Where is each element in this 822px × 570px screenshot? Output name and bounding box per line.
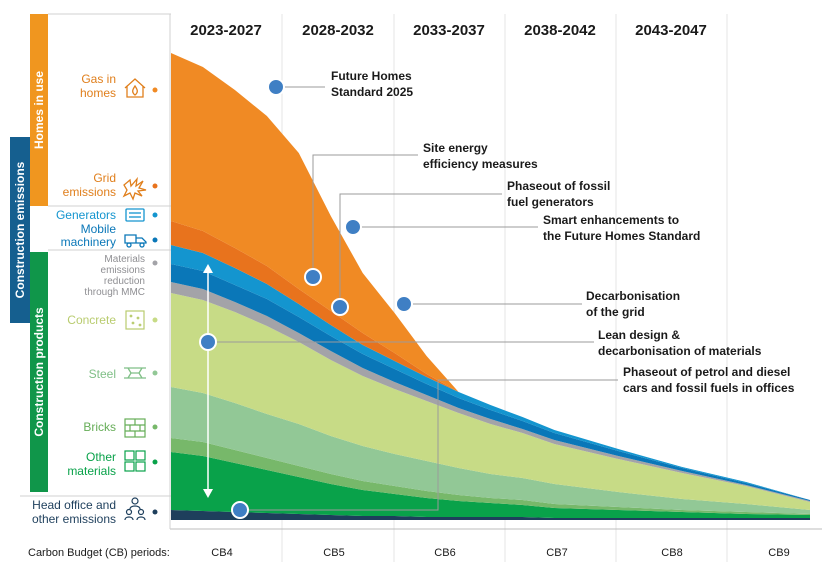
leader-petrol xyxy=(240,379,618,511)
cb-label: CB7 xyxy=(546,547,567,559)
concrete-label: Concrete xyxy=(67,313,116,327)
cb-label: CB8 xyxy=(661,547,682,559)
mobile-machinery-area xyxy=(171,264,810,501)
construction-emissions-bar xyxy=(10,137,30,323)
concrete-area xyxy=(171,293,810,510)
legend-dots xyxy=(152,87,158,515)
homes-bar xyxy=(30,14,48,206)
annotation-grid: Decarbonisation of the grid xyxy=(586,289,680,319)
concrete-block-icon xyxy=(125,310,145,330)
power-burst-icon xyxy=(122,176,147,201)
side-bars: Homes in use Construction emissions Cons… xyxy=(10,14,48,492)
period-label: 2043-2047 xyxy=(635,22,707,39)
marker-fossil[interactable] xyxy=(331,298,349,316)
annotation-site: Site energy efficiency measures xyxy=(423,141,538,171)
period-label: 2033-2037 xyxy=(413,22,485,39)
row-icons xyxy=(122,78,147,521)
period-label: 2028-2032 xyxy=(302,22,374,39)
marker-grid[interactable] xyxy=(395,295,413,313)
cb-label: CB6 xyxy=(434,547,455,559)
concrete-legend-dot xyxy=(152,317,158,323)
stacked-areas xyxy=(171,53,810,520)
gas-legend-dot xyxy=(152,87,158,93)
mmc-legend-dot xyxy=(152,260,158,266)
row-labels: Gas in homes Grid emissions Generators Mob… xyxy=(32,72,145,526)
people-icon xyxy=(124,497,146,521)
annotation-labels: Future Homes Standard 2025 Site energy eff… xyxy=(331,69,795,395)
mobile-legend-dot xyxy=(152,237,158,243)
head-office-area xyxy=(171,510,810,520)
leader-site xyxy=(312,154,418,277)
generators-label: Generators xyxy=(56,208,116,222)
homes-in-use-label: Homes in use xyxy=(32,71,46,149)
leader-fossil xyxy=(339,193,502,307)
period-label: 2023-2027 xyxy=(190,22,262,39)
steel-beam-icon xyxy=(124,367,146,379)
cb-label: CB9 xyxy=(768,547,789,559)
marker-petrol[interactable] xyxy=(231,501,249,519)
marker-lean[interactable] xyxy=(199,333,217,351)
grid-emissions-area xyxy=(171,221,810,500)
marker-site[interactable] xyxy=(304,268,322,286)
head-label: Head office and other emissions xyxy=(32,498,116,526)
annotation-lean: Lean design & decarbonisation of material… xyxy=(598,328,762,358)
mmc-label: Materials emissions reduction through MMC xyxy=(84,254,145,298)
construction-products-label: Construction products xyxy=(32,307,46,437)
gas-label: Gas in homes xyxy=(80,72,116,100)
head-legend-dot xyxy=(152,509,158,515)
mmc-area xyxy=(171,282,810,502)
range-arrow xyxy=(203,264,213,498)
marker-smart[interactable] xyxy=(344,218,362,236)
cb-row-label: Carbon Budget (CB) periods: xyxy=(28,547,170,559)
generators-area xyxy=(171,245,810,500)
gas-in-homes-area xyxy=(171,53,810,500)
grid-legend-dot xyxy=(152,183,158,189)
bricks-area xyxy=(171,438,810,515)
period-headings: 2023-2027 2028-2032 2033-2037 2038-2042 … xyxy=(190,22,707,39)
annotation-markers xyxy=(199,78,413,519)
cb-label: CB5 xyxy=(323,547,344,559)
generator-icon xyxy=(125,208,145,222)
steel-area xyxy=(171,387,810,514)
annotation-smart: Smart enhancements to the Future Homes St… xyxy=(543,213,700,243)
bricks-label: Bricks xyxy=(83,420,116,434)
other-materials-area xyxy=(171,452,810,518)
annotation-fhs2025: Future Homes Standard 2025 xyxy=(331,69,413,99)
period-label: 2038-2042 xyxy=(524,22,596,39)
house-flame-icon xyxy=(124,78,146,98)
materials-icon xyxy=(124,450,146,472)
brick-wall-icon xyxy=(124,418,146,438)
other-legend-dot xyxy=(152,459,158,465)
legend-panel xyxy=(20,13,171,529)
annotation-leaders xyxy=(208,86,618,511)
steel-legend-dot xyxy=(152,370,158,376)
construction-products-bar xyxy=(30,252,48,492)
annotation-fossil: Phaseout of fossil fuel generators xyxy=(507,179,610,209)
truck-icon xyxy=(124,234,147,248)
generators-legend-dot xyxy=(152,212,158,218)
marker-fhs2025[interactable] xyxy=(267,78,285,96)
other-label: Other materials xyxy=(67,450,116,478)
grid-label: Grid emissions xyxy=(63,171,116,199)
steel-label: Steel xyxy=(89,367,116,381)
carbon-budget-row: Carbon Budget (CB) periods: CB4 CB5 CB6 … xyxy=(28,547,790,559)
bricks-legend-dot xyxy=(152,424,158,430)
construction-emissions-label: Construction emissions xyxy=(13,161,27,298)
cb-label: CB4 xyxy=(211,547,232,559)
annotation-petrol: Phaseout of petrol and diesel cars and fo… xyxy=(623,365,795,395)
mobile-label: Mobile machinery xyxy=(61,222,117,249)
